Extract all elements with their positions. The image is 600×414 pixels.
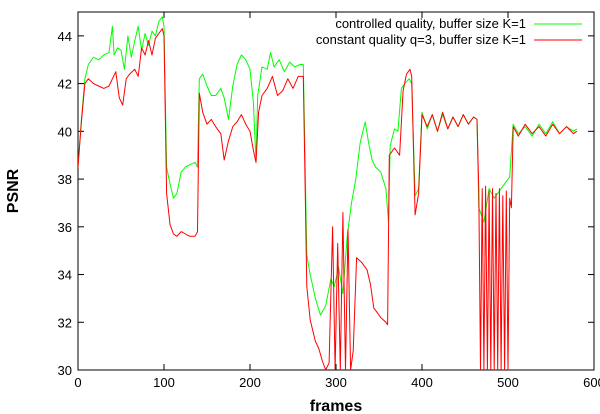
x-axis-title: frames bbox=[310, 398, 363, 414]
y-tick-label: 36 bbox=[58, 220, 72, 235]
axis-ticks: 0 100 200 300 400 500 600 30 32 34 36 38 40 42 44 bbox=[58, 12, 600, 390]
series-line-constant-quality bbox=[78, 28, 578, 370]
y-tick-label: 38 bbox=[58, 172, 72, 187]
y-tick-label: 32 bbox=[58, 315, 72, 330]
x-tick-label: 200 bbox=[239, 375, 261, 390]
series-lines bbox=[78, 16, 578, 370]
x-tick-label: 100 bbox=[153, 375, 175, 390]
y-tick-label: 44 bbox=[58, 29, 72, 44]
x-tick-label: 600 bbox=[583, 375, 600, 390]
x-tick-label: 400 bbox=[411, 375, 433, 390]
legend: controlled quality, buffer size K=1const… bbox=[316, 16, 582, 47]
y-tick-label: 34 bbox=[58, 268, 72, 283]
y-axis-title: PSNR bbox=[5, 168, 22, 213]
legend-label: constant quality q=3, buffer size K=1 bbox=[316, 32, 526, 47]
y-tick-label: 30 bbox=[58, 363, 72, 378]
x-tick-label: 500 bbox=[497, 375, 519, 390]
legend-label: controlled quality, buffer size K=1 bbox=[335, 16, 526, 31]
x-tick-label: 0 bbox=[74, 375, 81, 390]
y-tick-label: 40 bbox=[58, 124, 72, 139]
x-tick-label: 300 bbox=[325, 375, 347, 390]
y-tick-label: 42 bbox=[58, 77, 72, 92]
